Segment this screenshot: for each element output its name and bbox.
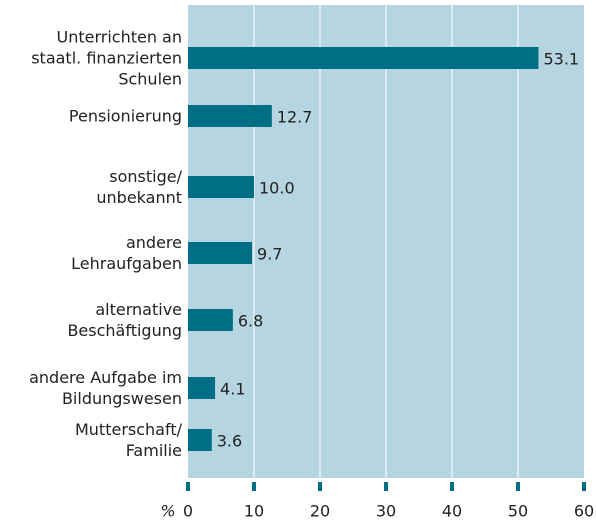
tick-mark bbox=[186, 482, 190, 491]
tick-mark bbox=[384, 482, 388, 491]
value-label: 4.1 bbox=[220, 380, 245, 399]
category-label: andere Aufgabe im Bildungswesen bbox=[29, 368, 182, 408]
tick-mark bbox=[582, 482, 586, 491]
value-label: 6.8 bbox=[238, 312, 263, 331]
x-tick-label: 0 bbox=[183, 502, 193, 521]
x-tick-label: 40 bbox=[442, 502, 462, 521]
x-tick-label: 10 bbox=[244, 502, 264, 521]
value-label: 53.1 bbox=[543, 50, 579, 69]
category-label: alternative Beschäftigung bbox=[67, 300, 182, 340]
bar bbox=[188, 47, 539, 69]
tick-mark bbox=[450, 482, 454, 491]
bar bbox=[188, 105, 272, 127]
value-label: 12.7 bbox=[277, 108, 313, 127]
x-tick-label: 20 bbox=[310, 502, 330, 521]
x-tick-label: 50 bbox=[508, 502, 528, 521]
x-tick-label: 60 bbox=[574, 502, 594, 521]
category-label: Mutterschaft/ Familie bbox=[74, 420, 182, 460]
category-label: sonstige/ unbekannt bbox=[96, 167, 182, 207]
bar bbox=[188, 176, 254, 198]
bar bbox=[188, 377, 216, 399]
bar bbox=[188, 429, 212, 451]
category-label: andere Lehraufgaben bbox=[71, 233, 182, 273]
bar bbox=[188, 309, 233, 331]
value-label: 3.6 bbox=[217, 432, 242, 451]
value-label: 10.0 bbox=[259, 179, 295, 198]
bar bbox=[188, 242, 253, 264]
category-label: Pensionierung bbox=[68, 106, 182, 126]
tick-mark bbox=[516, 482, 520, 491]
x-tick-label: 30 bbox=[376, 502, 396, 521]
category-label: Unterrichten an staatl. finanzierten Sch… bbox=[31, 27, 182, 89]
tick-mark bbox=[252, 482, 256, 491]
tick-mark bbox=[318, 482, 322, 491]
value-label: 9.7 bbox=[257, 245, 282, 264]
x-axis-label: % bbox=[160, 502, 175, 521]
